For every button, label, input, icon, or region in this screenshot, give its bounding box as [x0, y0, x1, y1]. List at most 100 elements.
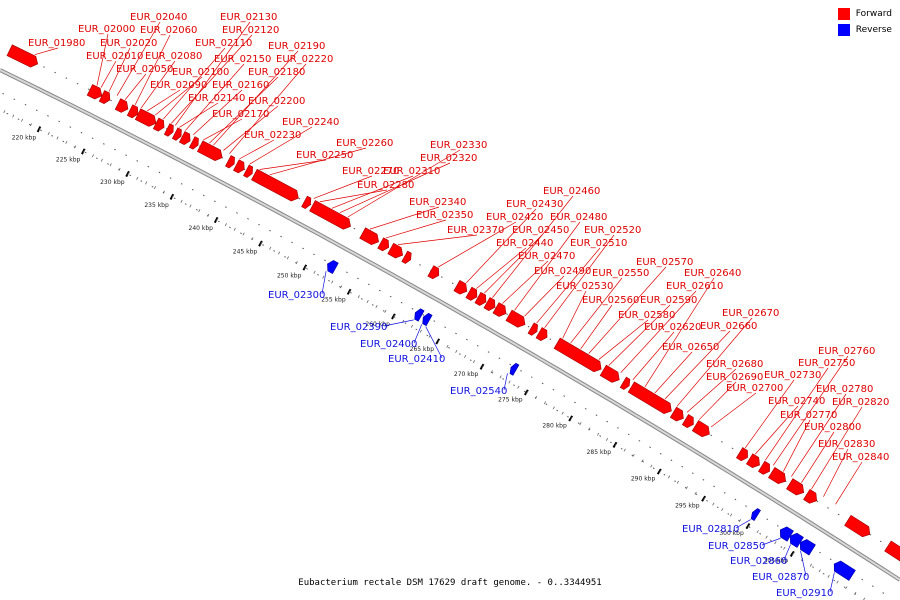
forward-gene-label: EUR_02470	[518, 251, 575, 262]
tick-label: 220 kbp	[12, 135, 37, 142]
tick-label: 230 kbp	[100, 179, 125, 186]
leader-line	[544, 234, 615, 329]
forward-gene	[553, 337, 602, 373]
forward-gene	[527, 322, 538, 336]
minor-tick-mark	[712, 502, 715, 506]
minor-tick-mark	[490, 370, 493, 374]
forward-gene-arrow	[377, 237, 389, 252]
leader-line	[476, 247, 527, 289]
forward-gene-arrow	[251, 168, 299, 202]
minor-tick-mark	[207, 213, 210, 217]
minor-tick-mark	[375, 304, 378, 308]
forward-gene-label: EUR_02800	[804, 422, 861, 433]
minor-tick-mark	[56, 136, 59, 140]
leader-line	[383, 319, 414, 327]
minor-tick-mark	[756, 530, 759, 534]
forward-gene-arrow	[178, 131, 191, 145]
forward-gene-arrow	[681, 414, 694, 428]
forward-gene-arrow	[301, 195, 312, 209]
forward-gene-label: EUR_02240	[282, 117, 339, 128]
minor-tick-mark	[100, 158, 103, 162]
leader-line	[100, 60, 117, 88]
forward-gene	[535, 327, 548, 342]
forward-gene-label: EUR_02690	[706, 372, 763, 383]
forward-gene-label: EUR_02770	[780, 410, 837, 421]
leader-line	[608, 304, 671, 366]
forward-gene	[453, 279, 468, 295]
minor-tick-mark	[269, 246, 272, 250]
minor-tick-mark	[508, 380, 511, 384]
reverse-gene-arrow	[509, 362, 520, 376]
tick-mark	[479, 363, 485, 370]
reverse-gene-arrow	[789, 532, 804, 548]
leader-line	[811, 406, 863, 490]
forward-gene	[474, 291, 487, 306]
leader-line	[347, 149, 461, 218]
forward-gene	[599, 364, 620, 383]
forward-gene-label: EUR_02450	[512, 225, 569, 236]
leader-line	[185, 63, 245, 131]
forward-gene-arrow	[627, 381, 672, 414]
leader-line	[171, 34, 253, 124]
leader-line	[620, 290, 697, 373]
leader-line	[213, 50, 299, 146]
forward-gene-label: EUR_02510	[570, 238, 627, 249]
forward-gene-label: EUR_02000	[78, 24, 135, 35]
forward-gene	[483, 297, 496, 311]
minor-tick-mark	[605, 437, 609, 441]
forward-gene	[377, 237, 389, 252]
forward-gene-arrow	[492, 302, 507, 317]
legend-forward: Forward	[837, 8, 892, 20]
forward-gene-arrow	[6, 44, 39, 68]
tick-mark	[169, 193, 175, 200]
leader-line	[369, 206, 440, 230]
minor-tick-mark	[614, 443, 617, 447]
minor-tick-mark	[765, 535, 768, 539]
forward-gene	[309, 200, 351, 230]
tick-label: 250 kbp	[277, 272, 302, 279]
tick-label: 240 kbp	[189, 225, 214, 232]
minor-tick-mark	[136, 176, 139, 180]
leader-line	[492, 195, 574, 298]
minor-tick-mark	[623, 448, 626, 452]
forward-gene-label: EUR_02060	[140, 25, 197, 36]
minor-tick-mark	[534, 396, 538, 400]
forward-gene-label: EUR_02700	[726, 383, 783, 394]
leader-line	[425, 326, 443, 359]
minor-tick-mark	[29, 123, 32, 127]
forward-gene-arrow	[553, 337, 602, 373]
leader-line	[209, 76, 279, 144]
minor-tick-mark	[499, 375, 502, 379]
forward-gene-label: EUR_02740	[768, 396, 825, 407]
leader-line	[829, 572, 835, 593]
forward-gene-arrow	[163, 123, 174, 137]
minor-tick-mark	[145, 181, 148, 185]
forward-gene-label: EUR_02830	[818, 439, 875, 450]
forward-gene-arrow	[505, 309, 526, 328]
tick-mark	[213, 216, 219, 224]
minor-tick-mark	[180, 199, 183, 203]
reverse-gene	[422, 312, 433, 327]
minor-tick-mark	[703, 497, 706, 501]
reverse-gene-arrow	[750, 508, 761, 521]
leader-line	[175, 21, 251, 126]
reverse-gene	[327, 260, 339, 274]
forward-gene-label: EUR_02490	[534, 266, 591, 277]
leader-line	[503, 373, 508, 391]
forward-gene	[627, 381, 672, 414]
forward-gene-arrow	[309, 200, 351, 230]
forward-gene-arrow	[786, 478, 805, 496]
reverse-gene	[750, 508, 761, 521]
forward-gene-label: EUR_02350	[416, 210, 473, 221]
minor-tick-mark	[694, 491, 697, 495]
forward-gene-label: EUR_02150	[214, 54, 271, 65]
forward-gene	[152, 117, 165, 132]
leader-line	[339, 162, 451, 213]
forward-gene-label: EUR_02160	[212, 80, 269, 91]
leader-line	[800, 550, 807, 577]
reverse-gene	[414, 308, 425, 322]
leader-line	[321, 271, 327, 295]
minor-tick-mark	[676, 480, 680, 484]
minor-tick-mark	[384, 309, 387, 313]
